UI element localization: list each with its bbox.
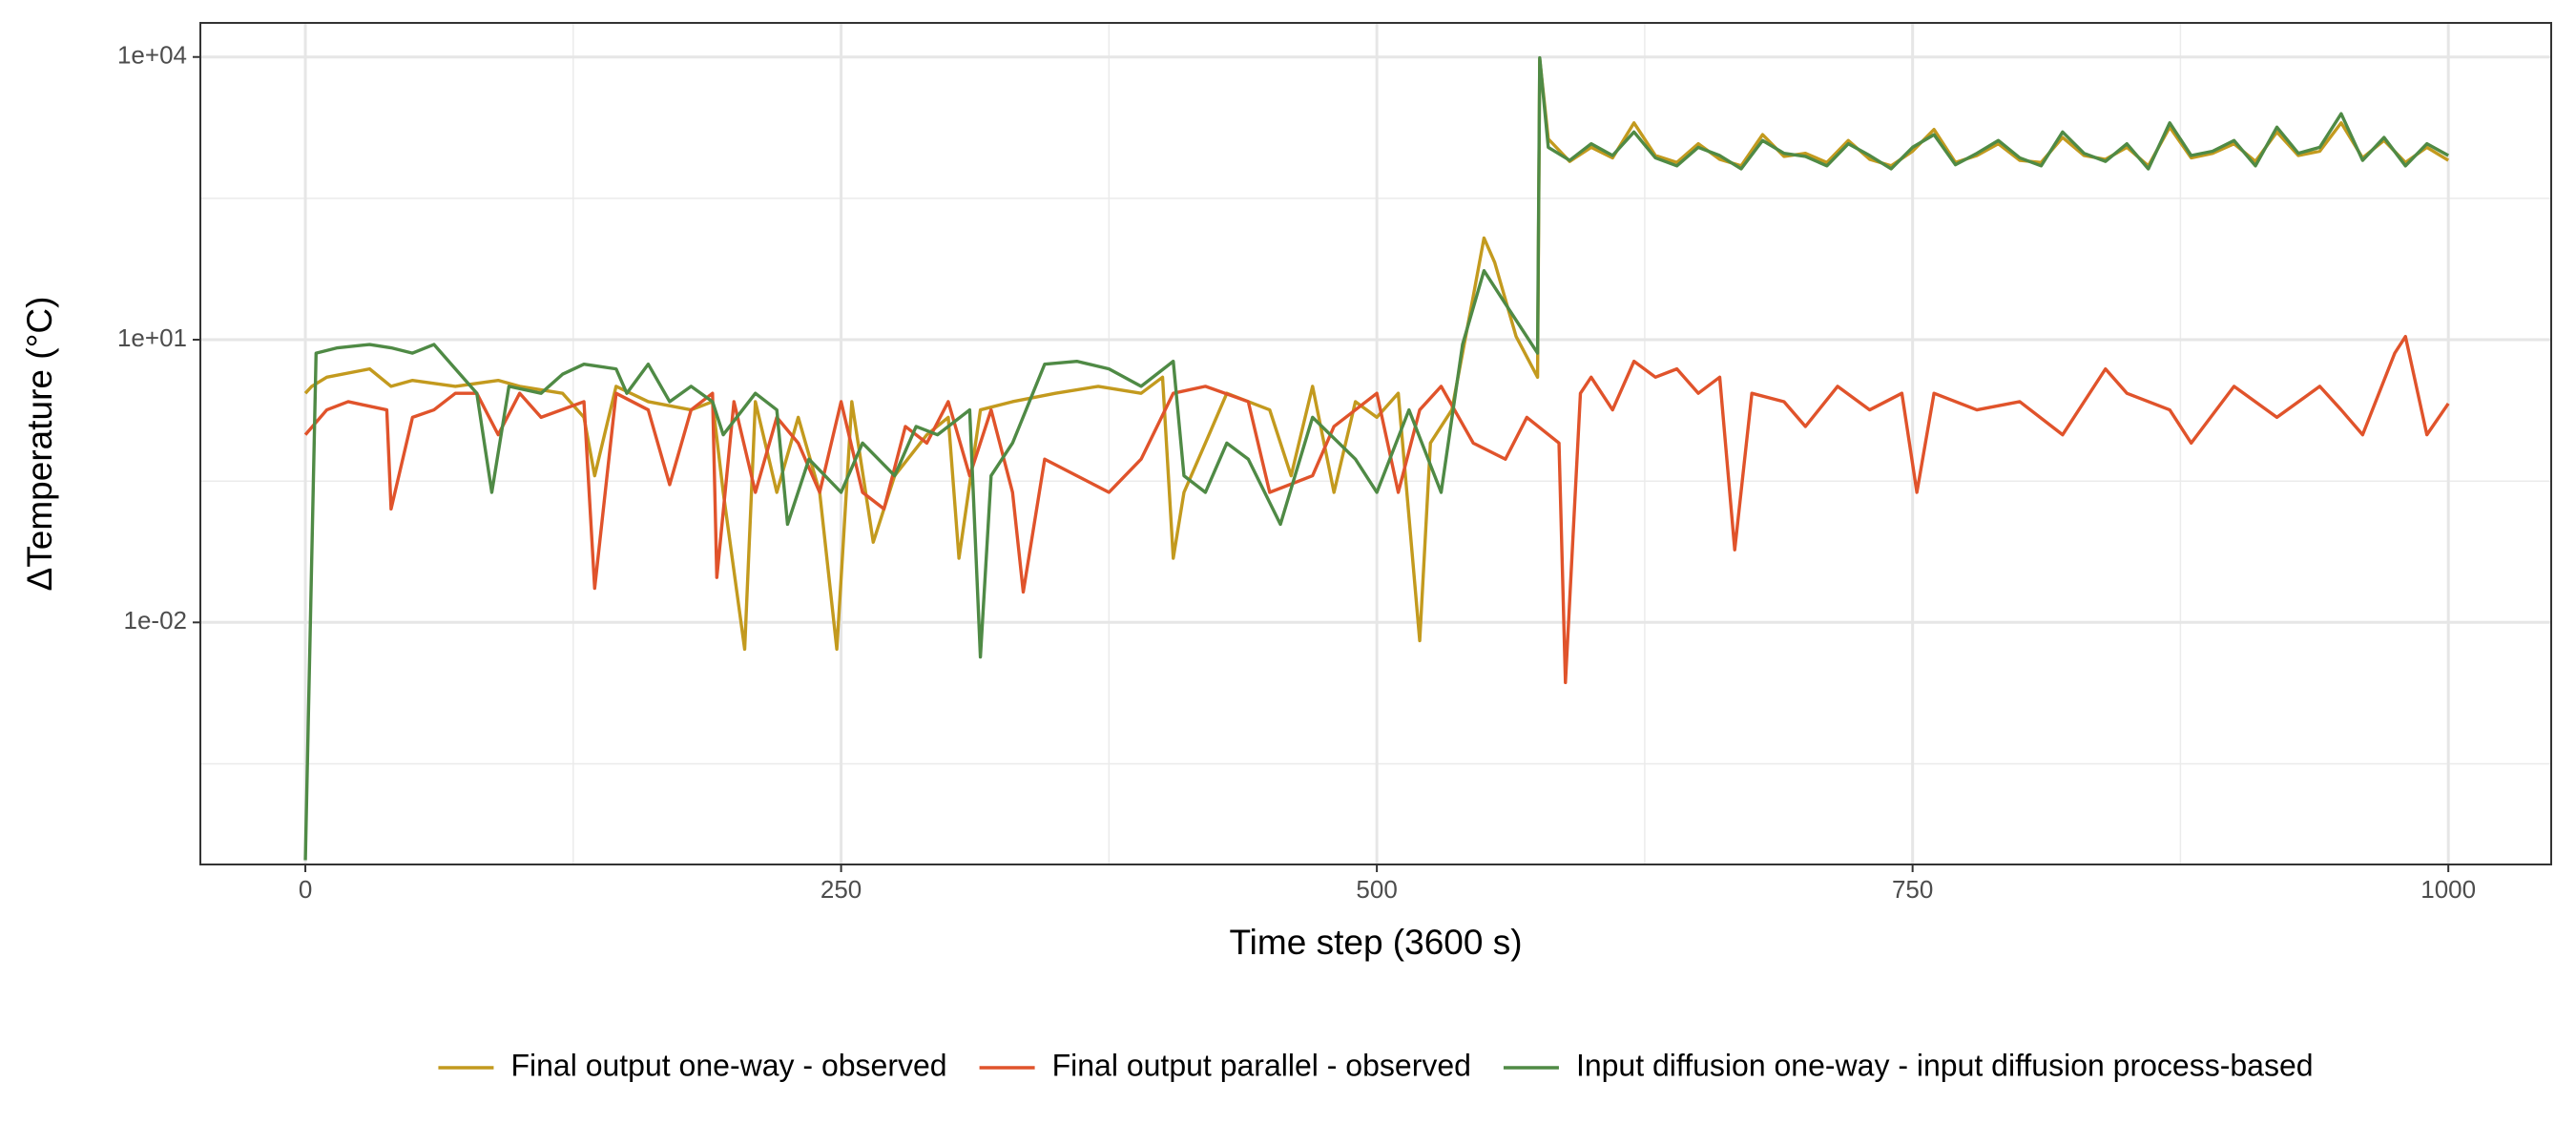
legend-label: Final output parallel - observed	[1052, 1048, 1471, 1082]
legend-label: Final output one-way - observed	[510, 1048, 946, 1082]
legend-label: Input diffusion one-way - input diffusio…	[1576, 1048, 2314, 1082]
series-line	[303, 55, 2450, 861]
plot-border	[199, 22, 2552, 865]
plot-lines	[303, 55, 2450, 861]
x-tick-label: 1000	[2420, 875, 2476, 904]
series-line	[303, 335, 2450, 685]
x-tick-label: 500	[1356, 875, 1397, 904]
y-tick-label: 1e-02	[124, 606, 188, 635]
y-axis-title: ΔTemperature (°C)	[20, 297, 59, 592]
legend-item: Final output one-way - observed	[438, 1048, 947, 1082]
x-tick-label: 250	[821, 875, 862, 904]
x-tick-label: 0	[299, 875, 312, 904]
y-tick-label: 1e+01	[117, 323, 187, 352]
legend-item: Final output parallel - observed	[979, 1048, 1471, 1082]
x-axis-title: Time step (3600 s)	[1229, 923, 1522, 962]
y-tick-label: 1e+04	[117, 41, 187, 70]
x-tick-label: 750	[1892, 875, 1933, 904]
axes: 1e-02 1e+01 1e+04 0 250 500 750 1000	[117, 41, 2476, 904]
legend: Final output one-way - observed Final out…	[438, 1048, 2314, 1082]
legend-item: Input diffusion one-way - input diffusio…	[1503, 1048, 2314, 1082]
grid	[200, 23, 2551, 864]
